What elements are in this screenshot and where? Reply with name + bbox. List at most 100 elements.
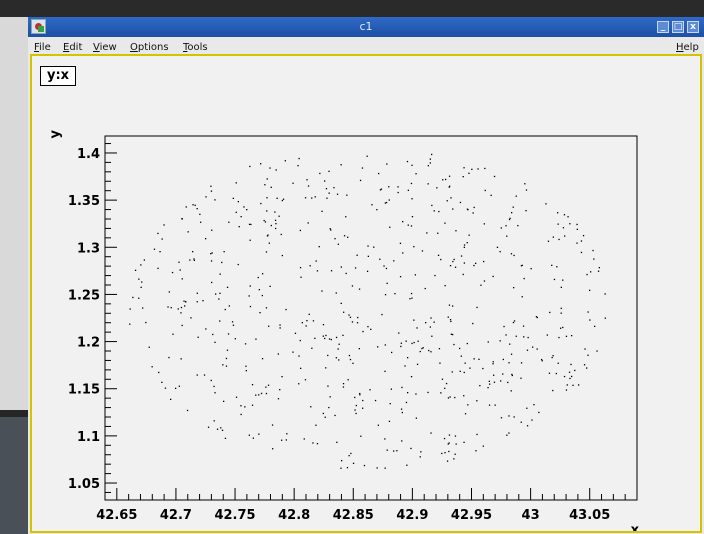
scatter-point (334, 238, 336, 240)
menu-view-label: iew (99, 42, 117, 53)
scatter-point (444, 387, 446, 389)
scatter-point (175, 387, 177, 389)
scatter-point (210, 190, 213, 192)
minimize-button[interactable]: _ (657, 21, 669, 33)
scatter-point (347, 236, 349, 238)
scatter-point (506, 434, 508, 436)
scatter-point (321, 290, 323, 292)
scatter-point (260, 163, 262, 165)
scatter-point (500, 227, 502, 229)
menu-file[interactable]: File (34, 42, 51, 53)
scatter-point (449, 265, 452, 267)
scatter-point (565, 389, 568, 391)
scatter-point (235, 396, 238, 398)
scatter-point (466, 342, 468, 345)
scatter-point (438, 348, 441, 350)
scatter-point (466, 242, 468, 244)
scatter-point (248, 223, 251, 225)
scatter-point (249, 285, 251, 287)
scatter-plot[interactable]: 42.65 42.7 42.75 42.8 42.85 42.9 42.95 43 43.05 1… (32, 56, 700, 531)
scatter-point (590, 271, 592, 273)
scatter-point (315, 260, 317, 262)
root-app-icon[interactable] (31, 19, 46, 34)
scatter-point (508, 218, 511, 221)
canvas-pad[interactable]: y:x 42.65 42.7 42.75 42.8 42.85 42.9 42.95 43 43… (30, 54, 702, 533)
scatter-point (410, 292, 413, 295)
scatter-point (352, 462, 355, 464)
scatter-point (181, 218, 183, 220)
close-button[interactable]: x (687, 21, 699, 33)
scatter-point (200, 221, 202, 223)
scatter-point (265, 386, 267, 388)
scatter-point (448, 434, 451, 436)
scatter-point (178, 261, 180, 263)
scatter-point (357, 316, 359, 319)
scatter-point (459, 347, 461, 350)
maximize-button[interactable]: □ (672, 21, 684, 33)
scatter-point (258, 289, 260, 291)
scatter-point (455, 230, 457, 232)
scatter-point (279, 327, 281, 329)
scatter-point (281, 376, 283, 378)
scatter-point (297, 165, 299, 167)
scatter-point (467, 209, 469, 211)
scatter-point (459, 201, 462, 204)
scatter-point (447, 397, 450, 399)
scatter-point (266, 178, 268, 180)
scatter-point (311, 347, 313, 349)
scatter-point (274, 211, 276, 213)
scatter-point (252, 437, 254, 439)
scatter-point (406, 160, 409, 163)
plot-title-box[interactable]: y:x (40, 66, 77, 86)
scatter-point (231, 321, 234, 323)
scatter-point (449, 319, 452, 321)
scatter-point (452, 208, 454, 210)
scatter-point (427, 183, 429, 185)
scatter-point (484, 189, 486, 192)
scatter-point (343, 235, 346, 237)
title-bar[interactable]: c1 _ □ x (28, 17, 704, 37)
menu-view[interactable]: View (93, 42, 117, 53)
scatter-point (336, 193, 339, 195)
scatter-point (362, 407, 364, 409)
scatter-point (426, 232, 428, 234)
scatter-point (584, 348, 586, 350)
scatter-point (510, 353, 513, 355)
menu-tools-mnemonic: T (183, 42, 188, 53)
scatter-point (378, 172, 380, 175)
scatter-point (521, 264, 523, 266)
scatter-point (354, 396, 356, 399)
scatter-point (538, 411, 540, 414)
scatter-point (570, 363, 572, 366)
scatter-point (405, 401, 408, 404)
scatter-point (245, 365, 247, 367)
scatter-point (383, 265, 385, 267)
scatter-point (411, 164, 413, 166)
scatter-point (306, 179, 308, 181)
scatter-point (450, 333, 452, 335)
scatter-point (278, 215, 280, 217)
menu-tools[interactable]: Tools (183, 42, 208, 53)
scatter-point (261, 294, 263, 297)
scatter-point (597, 270, 600, 272)
scatter-point (214, 199, 216, 201)
y-tick-label: 1.05 (68, 477, 100, 492)
menu-options[interactable]: Options (130, 42, 169, 53)
scatter-point (384, 344, 386, 346)
scatter-point (552, 236, 554, 238)
scatter-point (596, 350, 598, 352)
scatter-point (335, 292, 337, 294)
scatter-point (340, 266, 342, 268)
scatter-point (226, 349, 229, 351)
scatter-point (214, 341, 216, 343)
menu-help[interactable]: Help (676, 42, 699, 53)
scatter-point (275, 223, 277, 225)
scatter-point (178, 385, 180, 387)
scatter-point (340, 302, 342, 304)
scatter-point (274, 219, 277, 221)
menu-help-label: elp (683, 42, 699, 53)
menu-edit[interactable]: Edit (63, 42, 82, 53)
scatter-point (492, 361, 494, 363)
scatter-point (263, 219, 265, 222)
scatter-point (248, 295, 250, 297)
